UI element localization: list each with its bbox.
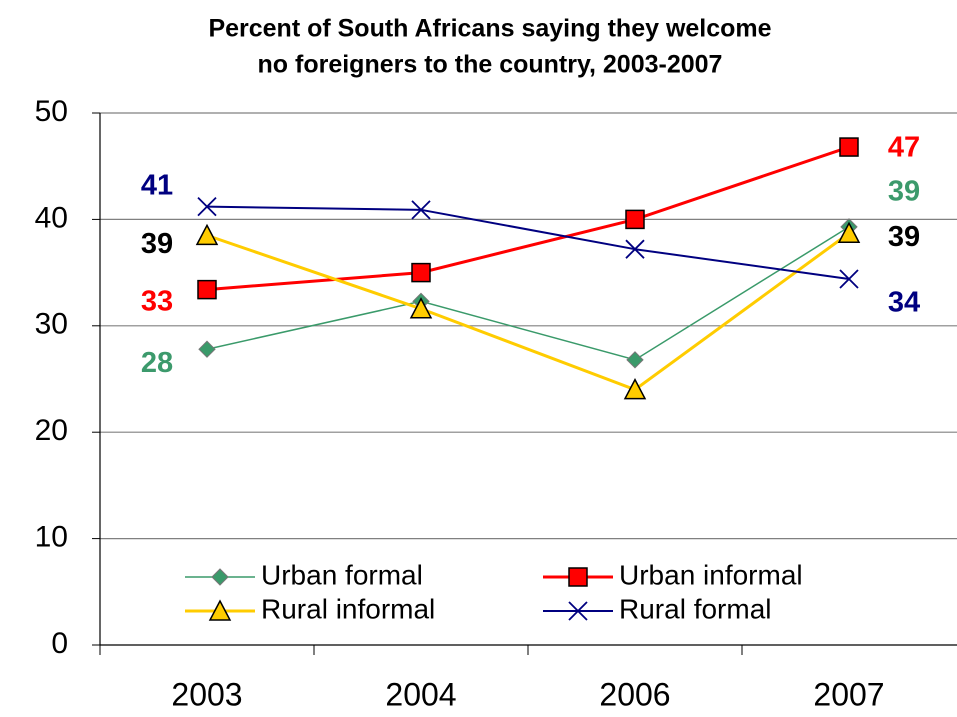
legend-marker [568, 601, 588, 621]
data-point [197, 196, 217, 217]
data-point [839, 269, 859, 289]
legend-marker [211, 568, 229, 586]
y-tick-label: 10 [35, 521, 68, 554]
series-line [206, 205, 850, 280]
legend-label: Rural informal [261, 593, 435, 624]
data-label: 39 [888, 176, 920, 208]
data-point [625, 239, 645, 259]
data-point [626, 351, 644, 369]
data-label: 33 [141, 285, 173, 317]
data-point [411, 200, 431, 220]
y-tick-label: 20 [35, 414, 68, 447]
legend-marker [568, 567, 588, 587]
legend-marker [208, 599, 232, 621]
data-point [197, 279, 217, 300]
data-label: 34 [888, 287, 920, 319]
x-tick-label: 2006 [599, 676, 670, 712]
x-tick-label: 2003 [171, 676, 242, 712]
data-point [623, 378, 647, 400]
data-label: 39 [141, 228, 173, 260]
chart-title: Percent of South Africans saying they we… [208, 15, 771, 43]
legend-label: Urban formal [261, 559, 423, 590]
legend-label: Urban informal [619, 559, 803, 590]
data-point [409, 297, 433, 319]
x-tick-label: 2004 [385, 676, 456, 712]
data-label: 41 [141, 169, 173, 201]
legend-box [185, 558, 895, 630]
series-line [206, 145, 850, 292]
series-line [206, 232, 850, 392]
data-point [195, 223, 219, 246]
data-point [625, 209, 645, 230]
chart-title: no foreigners to the country, 2003-2007 [258, 51, 723, 79]
data-point [837, 221, 861, 243]
data-point [839, 137, 859, 157]
y-tick-label: 0 [51, 627, 68, 660]
data-point [411, 262, 431, 283]
y-tick-label: 40 [35, 201, 68, 234]
data-label: 47 [888, 132, 920, 164]
data-label: 28 [141, 347, 173, 379]
y-tick-label: 50 [35, 95, 68, 128]
x-tick-label: 2007 [813, 676, 884, 712]
series-line [206, 226, 850, 361]
data-point [198, 340, 216, 358]
data-label: 39 [888, 221, 920, 253]
legend-label: Rural formal [619, 593, 771, 624]
y-tick-label: 30 [35, 308, 68, 341]
